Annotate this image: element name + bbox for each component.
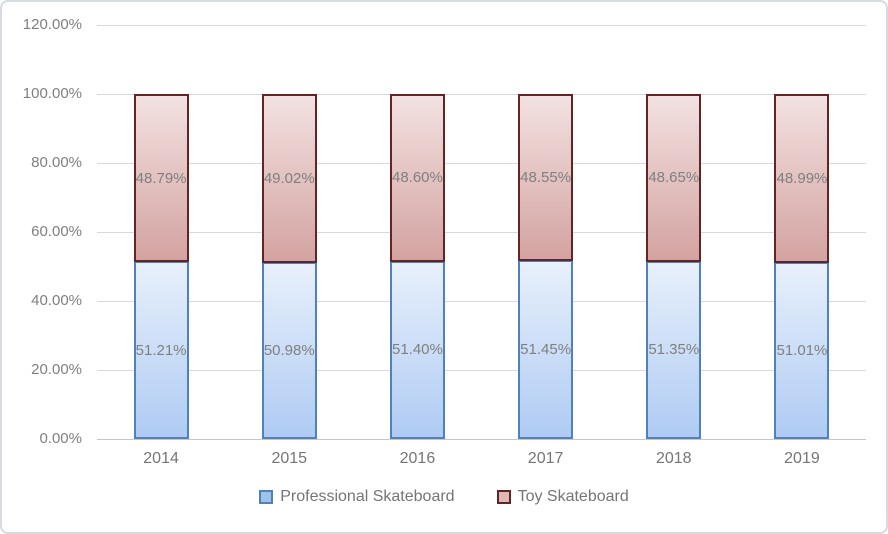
x-axis-line [97,439,866,440]
professional-skateboard-segment: 51.01% [774,263,830,439]
x-tick-label: 2018 [655,450,692,467]
data-label: 51.40% [391,341,443,359]
category-slot-2019: 48.99% 51.01% [738,25,866,439]
gridline [97,25,866,26]
professional-skateboard-segment: 51.35% [646,261,702,439]
x-tick-label: 2014 [143,450,179,467]
category-slot-2015: 49.02% 50.98% [225,25,353,439]
gridline [97,370,866,371]
y-tick-label: 40.00% [31,292,82,309]
legend: Professional Skateboard Toy Skateboard [2,488,886,506]
data-label: 48.79% [135,169,187,187]
data-label: 51.45% [520,341,572,359]
data-label: 49.02% [263,170,315,188]
toy-skateboard-segment: 48.60% [389,94,445,262]
toy-skateboard-segment: 48.65% [646,94,702,262]
professional-skateboard-segment: 51.45% [518,261,574,439]
professional-skateboard-segment: 50.98% [261,263,317,439]
data-label: 51.21% [135,341,187,359]
x-tick-label: 2015 [271,450,308,467]
x-tick-label: 2017 [527,450,564,467]
blue-square-icon [259,490,274,504]
x-axis: 2014 2015 2016 2017 2018 2019 [97,450,866,468]
legend-item-toy-skateboard: Toy Skateboard [496,488,629,506]
category-slot-2018: 48.65% 51.35% [610,25,738,439]
legend-label: Toy Skateboard [517,488,629,505]
gridline [97,94,866,95]
y-tick-label: 0.00% [39,430,82,447]
bar-slots: 48.79% 51.21% 49.02% 50.98% 48.60% 51.40% 48.5… [97,25,866,439]
data-label: 48.55% [520,169,572,187]
toy-skateboard-segment: 48.99% [774,94,830,263]
toy-skateboard-segment: 48.55% [518,94,574,262]
y-tick-label: 120.00% [22,16,82,33]
y-tick-label: 100.00% [22,85,82,102]
stacked-bar-2014: 48.79% 51.21% [133,94,189,439]
gridline [97,301,866,302]
professional-skateboard-segment: 51.40% [389,261,445,439]
legend-label: Professional Skateboard [280,488,455,505]
data-label: 48.65% [648,169,700,187]
gridline [97,163,866,164]
y-axis: 120.00% 100.00% 80.00% 60.00% 40.00% 20.00% 0.… [2,2,82,532]
gridline [97,232,866,233]
data-label: 51.01% [776,341,828,359]
x-tick-label: 2016 [399,450,436,467]
y-tick-label: 80.00% [31,154,82,171]
y-tick-label: 60.00% [31,223,82,240]
stacked-bar-2017: 48.55% 51.45% [518,94,574,439]
professional-skateboard-segment: 51.21% [133,262,189,439]
data-label: 48.99% [776,170,828,187]
toy-skateboard-segment: 49.02% [261,94,317,264]
category-slot-2014: 48.79% 51.21% [97,25,225,439]
y-tick-label: 20.00% [31,361,82,378]
category-slot-2016: 48.60% 51.40% [353,25,481,439]
red-square-icon [496,490,511,504]
stacked-bar-2019: 48.99% 51.01% [774,94,830,439]
legend-item-professional-skateboard: Professional Skateboard [259,488,455,506]
plot-area: 48.79% 51.21% 49.02% 50.98% 48.60% 51.40% 48.5… [97,25,866,440]
category-slot-2017: 48.55% 51.45% [482,25,610,439]
toy-skateboard-segment: 48.79% [133,94,189,263]
stacked-bar-2018: 48.65% 51.35% [646,94,702,439]
stacked-bar-2016: 48.60% 51.40% [389,94,445,439]
stacked-bar-2015: 49.02% 50.98% [261,94,317,439]
x-tick-label: 2019 [784,450,820,467]
data-label: 48.60% [391,169,443,187]
data-label: 50.98% [263,342,315,360]
data-label: 51.35% [648,341,700,359]
